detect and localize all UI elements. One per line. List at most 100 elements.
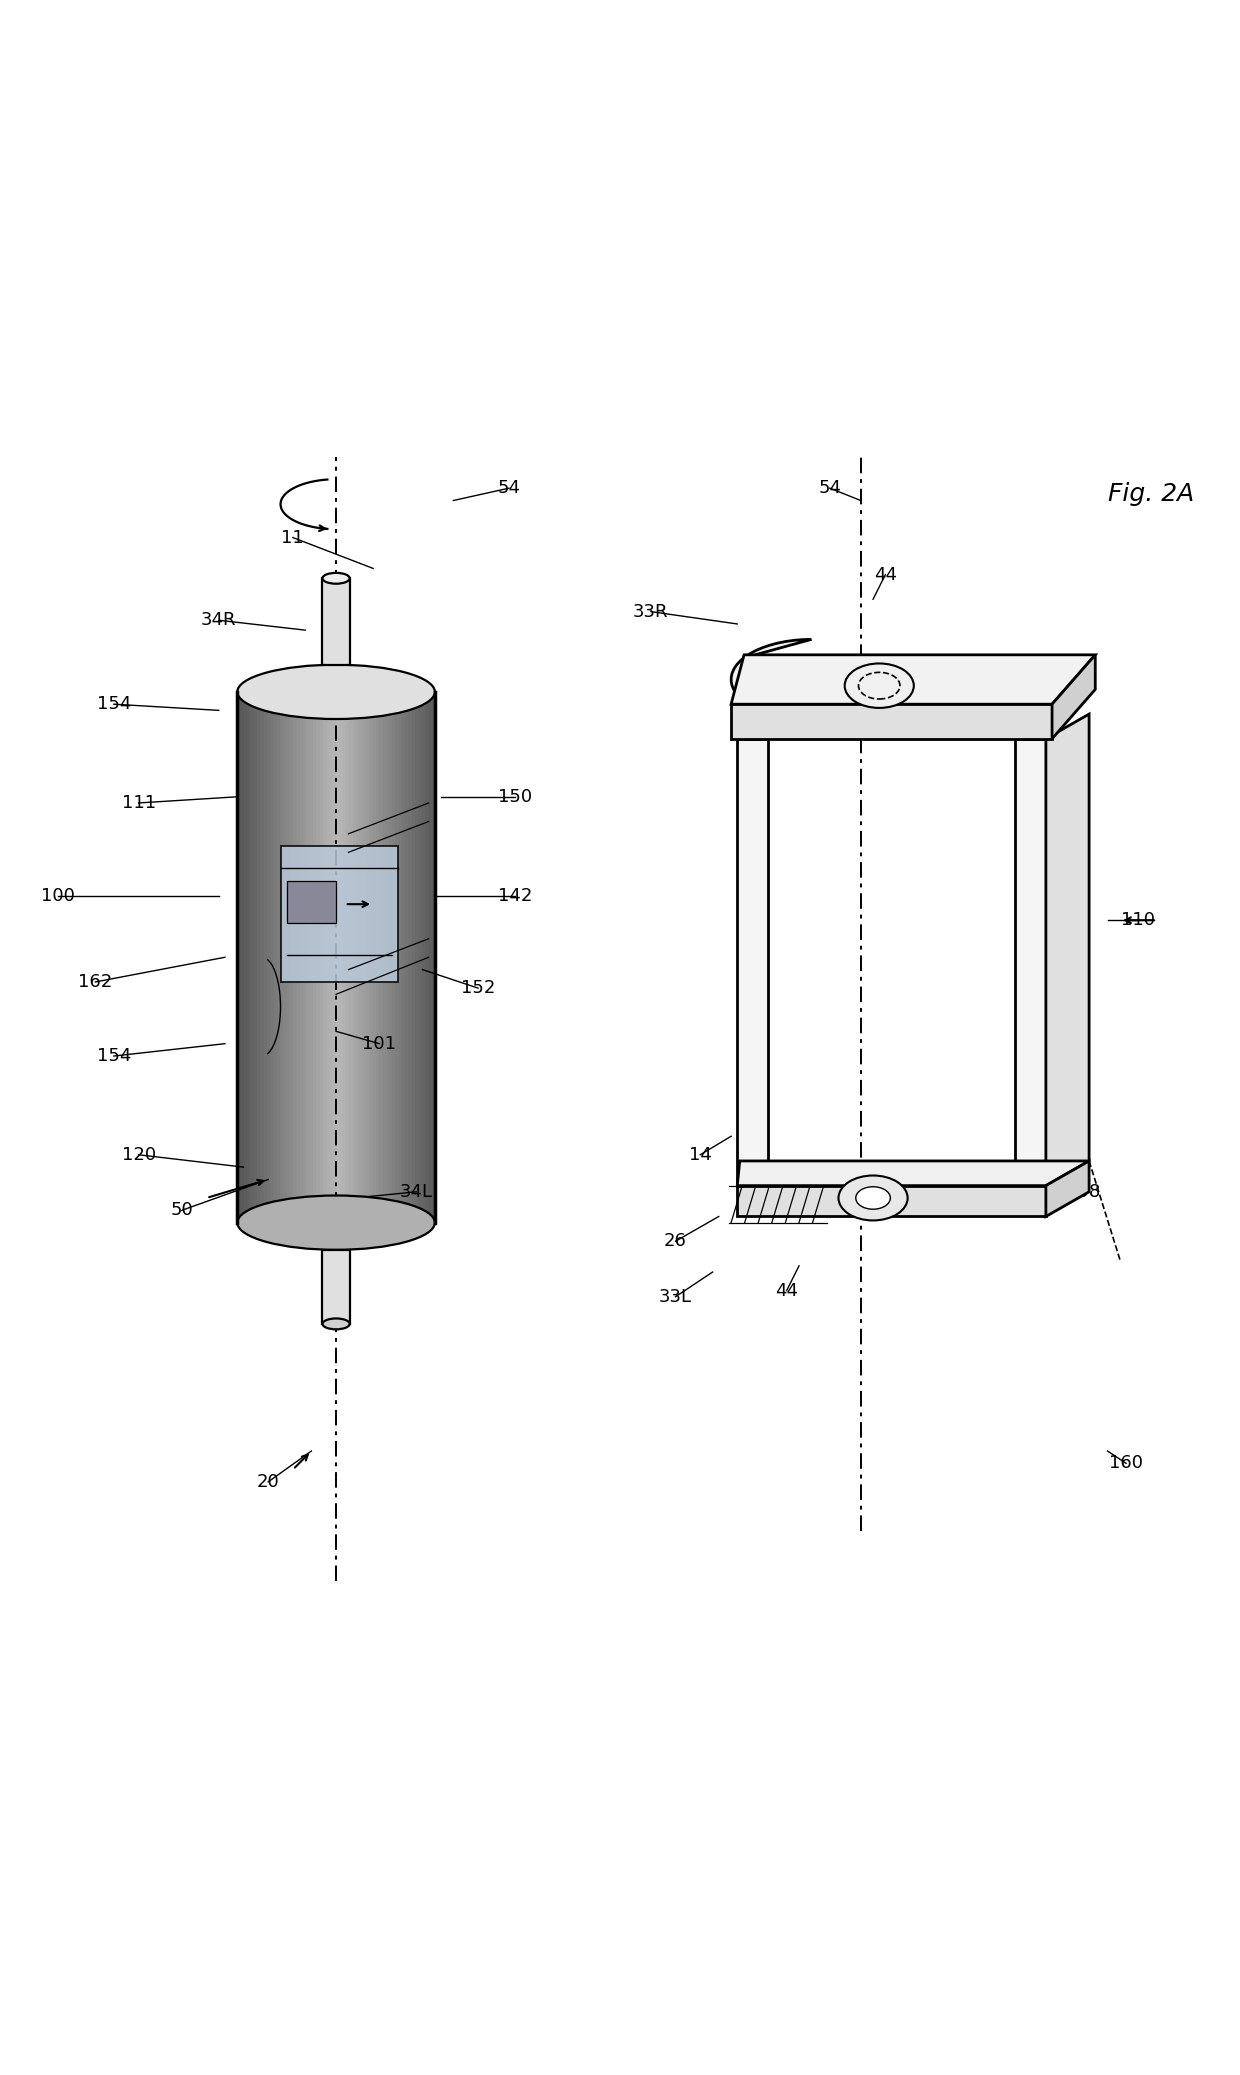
Polygon shape <box>425 691 428 1222</box>
Text: 50: 50 <box>170 1201 193 1220</box>
Text: 158: 158 <box>1066 1183 1100 1201</box>
Polygon shape <box>322 579 350 664</box>
Polygon shape <box>1045 714 1089 1185</box>
Polygon shape <box>247 691 250 1222</box>
Text: 54: 54 <box>497 479 521 498</box>
Polygon shape <box>370 691 372 1222</box>
Text: 44: 44 <box>874 566 897 583</box>
Text: 101: 101 <box>362 1035 397 1052</box>
Polygon shape <box>732 656 1095 703</box>
Text: 20: 20 <box>257 1473 279 1492</box>
Ellipse shape <box>237 1195 435 1249</box>
Polygon shape <box>1052 656 1095 739</box>
Polygon shape <box>290 691 294 1222</box>
Polygon shape <box>405 691 408 1222</box>
Polygon shape <box>392 691 396 1222</box>
Polygon shape <box>342 691 346 1222</box>
Text: 111: 111 <box>122 795 156 811</box>
Polygon shape <box>386 691 389 1222</box>
Polygon shape <box>294 691 296 1222</box>
Text: 34R: 34R <box>201 612 237 629</box>
Polygon shape <box>366 691 370 1222</box>
Polygon shape <box>277 691 280 1222</box>
Text: 154: 154 <box>97 695 131 714</box>
Text: 150: 150 <box>498 788 532 805</box>
Polygon shape <box>267 691 270 1222</box>
Polygon shape <box>379 691 382 1222</box>
Polygon shape <box>286 880 336 923</box>
Polygon shape <box>257 691 260 1222</box>
Polygon shape <box>346 691 350 1222</box>
Polygon shape <box>372 691 376 1222</box>
Text: 100: 100 <box>41 886 76 905</box>
Polygon shape <box>362 691 366 1222</box>
Polygon shape <box>350 691 352 1222</box>
Polygon shape <box>356 691 360 1222</box>
Text: 14: 14 <box>688 1145 712 1164</box>
Polygon shape <box>732 703 1052 739</box>
Text: 33R: 33R <box>634 602 668 620</box>
Text: Fig. 2A: Fig. 2A <box>1107 481 1194 506</box>
Polygon shape <box>408 691 412 1222</box>
Polygon shape <box>241 691 244 1222</box>
Polygon shape <box>412 691 415 1222</box>
Polygon shape <box>310 691 312 1222</box>
Polygon shape <box>732 639 811 720</box>
Text: 142: 142 <box>498 886 532 905</box>
Polygon shape <box>415 691 418 1222</box>
Polygon shape <box>1016 739 1045 1185</box>
Polygon shape <box>382 691 386 1222</box>
Ellipse shape <box>237 664 435 720</box>
Polygon shape <box>322 1249 350 1324</box>
Polygon shape <box>428 691 432 1222</box>
Polygon shape <box>306 691 310 1222</box>
Polygon shape <box>418 691 422 1222</box>
Polygon shape <box>286 691 290 1222</box>
Polygon shape <box>244 691 247 1222</box>
Polygon shape <box>320 691 322 1222</box>
Text: 120: 120 <box>122 1145 156 1164</box>
Polygon shape <box>1045 1160 1089 1216</box>
Text: 34L: 34L <box>399 1183 433 1201</box>
Polygon shape <box>260 691 264 1222</box>
Polygon shape <box>396 691 398 1222</box>
Polygon shape <box>300 691 303 1222</box>
Polygon shape <box>330 691 332 1222</box>
Ellipse shape <box>838 1177 908 1220</box>
Ellipse shape <box>322 573 350 583</box>
Polygon shape <box>312 691 316 1222</box>
Polygon shape <box>303 691 306 1222</box>
Polygon shape <box>237 691 241 1222</box>
Polygon shape <box>326 691 330 1222</box>
Text: 154: 154 <box>97 1048 131 1064</box>
Polygon shape <box>738 1185 1045 1216</box>
Polygon shape <box>274 691 277 1222</box>
Ellipse shape <box>856 1187 890 1210</box>
Polygon shape <box>316 691 320 1222</box>
Polygon shape <box>322 691 326 1222</box>
Text: 152: 152 <box>461 979 495 998</box>
Polygon shape <box>360 691 362 1222</box>
Polygon shape <box>254 691 257 1222</box>
Polygon shape <box>332 691 336 1222</box>
Polygon shape <box>738 1160 1089 1185</box>
Ellipse shape <box>844 664 914 708</box>
Polygon shape <box>284 691 286 1222</box>
Text: 54: 54 <box>818 479 842 498</box>
Polygon shape <box>280 691 284 1222</box>
Polygon shape <box>340 691 342 1222</box>
Polygon shape <box>402 691 405 1222</box>
Text: 162: 162 <box>78 973 113 992</box>
Text: 26: 26 <box>665 1233 687 1249</box>
Text: 110: 110 <box>1121 911 1156 930</box>
Ellipse shape <box>322 1318 350 1330</box>
Text: 33L: 33L <box>658 1289 692 1305</box>
Polygon shape <box>398 691 402 1222</box>
Text: 11: 11 <box>281 529 304 546</box>
Polygon shape <box>250 691 254 1222</box>
Polygon shape <box>376 691 379 1222</box>
Polygon shape <box>432 691 435 1222</box>
Polygon shape <box>422 691 425 1222</box>
Polygon shape <box>280 847 398 981</box>
Polygon shape <box>296 691 300 1222</box>
